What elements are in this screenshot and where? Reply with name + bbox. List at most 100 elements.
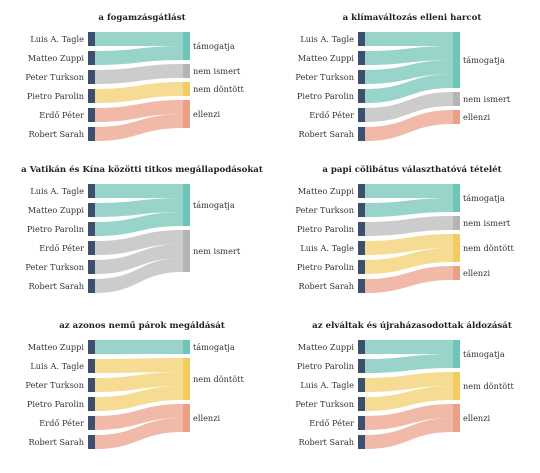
person-label: Robert Sarah	[298, 437, 354, 447]
person-bar-luis-a-tagle	[88, 32, 95, 46]
opinion-label-tamogatja: támogatja	[193, 342, 235, 352]
person-bar-peter-turkson	[358, 397, 365, 411]
panel-5: az azonos nemű párok megáldását Matteo Zu…	[25, 320, 244, 449]
flow-pietro-parolin-tamogatja	[95, 212, 183, 236]
flow-peter-turkson-nem-ismert	[95, 244, 183, 274]
flow-luis-a-tagle-nem-dontott	[365, 234, 453, 255]
flow-pietro-parolin-tamogatja	[365, 74, 453, 103]
person-bar-erdo-peter	[358, 108, 365, 122]
flow-peter-turkson-nem-ismert	[95, 64, 183, 84]
flow-pietro-parolin-nem-ismert	[365, 216, 453, 236]
person-label: Luis A. Tagle	[300, 243, 354, 253]
person-bar-pietro-parolin	[358, 359, 365, 373]
flow-robert-sarah-ellenzi	[365, 266, 453, 293]
person-bar-robert-sarah	[88, 127, 95, 141]
flow-matteo-zuppi-tamogatja	[95, 198, 183, 217]
flow-matteo-zuppi-tamogatja	[95, 46, 183, 65]
person-bar-erdo-peter	[88, 108, 95, 122]
person-bar-pietro-parolin	[358, 260, 365, 274]
flow-luis-a-tagle-nem-dontott	[95, 358, 183, 373]
opinion-bar-nem-ismert	[183, 230, 190, 272]
opinion-label-tamogatja: támogatja	[193, 41, 235, 51]
person-bar-erdo-peter	[358, 416, 365, 430]
opinion-label-ellenzi: ellenzi	[463, 112, 491, 122]
person-bar-erdo-peter	[88, 416, 95, 430]
opinion-label-ellenzi: ellenzi	[463, 413, 491, 423]
opinion-bar-nem-ismert	[183, 64, 190, 78]
flow-robert-sarah-ellenzi	[95, 114, 183, 141]
flow-pietro-parolin-nem-dontott	[365, 248, 453, 274]
flow-robert-sarah-ellenzi	[365, 418, 453, 449]
opinion-bar-nem-dontott	[453, 372, 460, 400]
flow-erdo-peter-ellenzi	[95, 100, 183, 122]
opinion-label-nem-ismert: nem ismert	[193, 66, 241, 76]
opinion-label-nem-dontott: nem döntött	[463, 381, 514, 391]
person-label: Peter Turkson	[25, 72, 84, 82]
person-bar-robert-sarah	[358, 435, 365, 449]
panel-6: az elváltak és újraházasodottak áldozásá…	[295, 320, 514, 449]
opinion-bar-tamogatja	[453, 184, 460, 212]
opinion-bar-tamogatja	[183, 184, 190, 226]
person-bar-luis-a-tagle	[88, 359, 95, 373]
person-label: Peter Turkson	[295, 72, 354, 82]
person-label: Pietro Parolin	[27, 91, 85, 101]
person-label: Erdő Péter	[309, 110, 354, 120]
opinion-label-ellenzi: ellenzi	[193, 413, 221, 423]
opinion-bar-ellenzi	[183, 404, 190, 432]
person-label: Matteo Zuppi	[298, 186, 355, 196]
person-label: Erdő Péter	[39, 418, 84, 428]
person-bar-matteo-zuppi	[358, 51, 365, 65]
person-label: Robert Sarah	[28, 281, 84, 291]
opinion-bar-nem-ismert	[453, 92, 460, 106]
flow-peter-turkson-tamogatja	[365, 60, 453, 84]
flow-pietro-parolin-nem-dontott	[95, 82, 183, 103]
flow-matteo-zuppi-tamogatja	[95, 340, 183, 354]
flow-luis-a-tagle-tamogatja	[365, 32, 453, 46]
opinion-label-tamogatja: támogatja	[463, 349, 505, 359]
person-label: Matteo Zuppi	[298, 342, 355, 352]
person-label: Luis A. Tagle	[30, 361, 84, 371]
flow-luis-a-tagle-tamogatja	[95, 32, 183, 46]
opinion-label-ellenzi: ellenzi	[463, 268, 491, 278]
person-label: Erdő Péter	[39, 243, 84, 253]
opinion-bar-ellenzi	[453, 404, 460, 432]
person-label: Robert Sarah	[298, 129, 354, 139]
opinion-bar-nem-dontott	[183, 358, 190, 400]
person-label: Erdő Péter	[309, 418, 354, 428]
opinion-bar-nem-dontott	[453, 234, 460, 262]
person-label: Peter Turkson	[25, 262, 84, 272]
person-label: Robert Sarah	[298, 281, 354, 291]
person-bar-matteo-zuppi	[88, 203, 95, 217]
person-label: Pietro Parolin	[297, 361, 355, 371]
person-label: Luis A. Tagle	[30, 34, 84, 44]
panel-3: a Vatikán és Kína közötti titkos megálla…	[21, 164, 263, 293]
opinion-label-tamogatja: támogatja	[463, 55, 505, 65]
person-bar-matteo-zuppi	[88, 340, 95, 354]
flow-peter-turkson-tamogatja	[365, 198, 453, 217]
person-label: Matteo Zuppi	[298, 53, 355, 63]
person-label: Pietro Parolin	[297, 224, 355, 234]
panel-title: a fogamzásgátlást	[98, 12, 185, 23]
opinion-label-nem-dontott: nem döntött	[193, 84, 244, 94]
person-label: Luis A. Tagle	[30, 186, 84, 196]
flow-pietro-parolin-nem-dontott	[95, 386, 183, 411]
person-bar-peter-turkson	[358, 203, 365, 217]
panel-title: a klímaváltozás elleni harcot	[343, 12, 482, 23]
flow-erdo-peter-ellenzi	[95, 404, 183, 430]
person-bar-luis-a-tagle	[88, 184, 95, 198]
panel-1: a fogamzásgátlást Luis A. Tagle Matteo Zup…	[25, 12, 244, 141]
person-bar-robert-sarah	[88, 279, 95, 293]
person-label: Peter Turkson	[25, 380, 84, 390]
flow-robert-sarah-ellenzi	[365, 110, 453, 141]
opinion-label-nem-ismert: nem ismert	[193, 246, 241, 256]
person-bar-pietro-parolin	[88, 397, 95, 411]
person-bar-luis-a-tagle	[358, 32, 365, 46]
panel-4: a papi cölibátus választhatóvá tételét Ma…	[295, 164, 514, 293]
flow-luis-a-tagle-tamogatja	[95, 184, 183, 198]
opinion-bar-ellenzi	[453, 110, 460, 124]
opinion-bar-ellenzi	[183, 100, 190, 128]
panel-title: a papi cölibátus választhatóvá tételét	[322, 164, 501, 175]
person-label: Peter Turkson	[295, 399, 354, 409]
flow-matteo-zuppi-tamogatja	[365, 340, 453, 354]
